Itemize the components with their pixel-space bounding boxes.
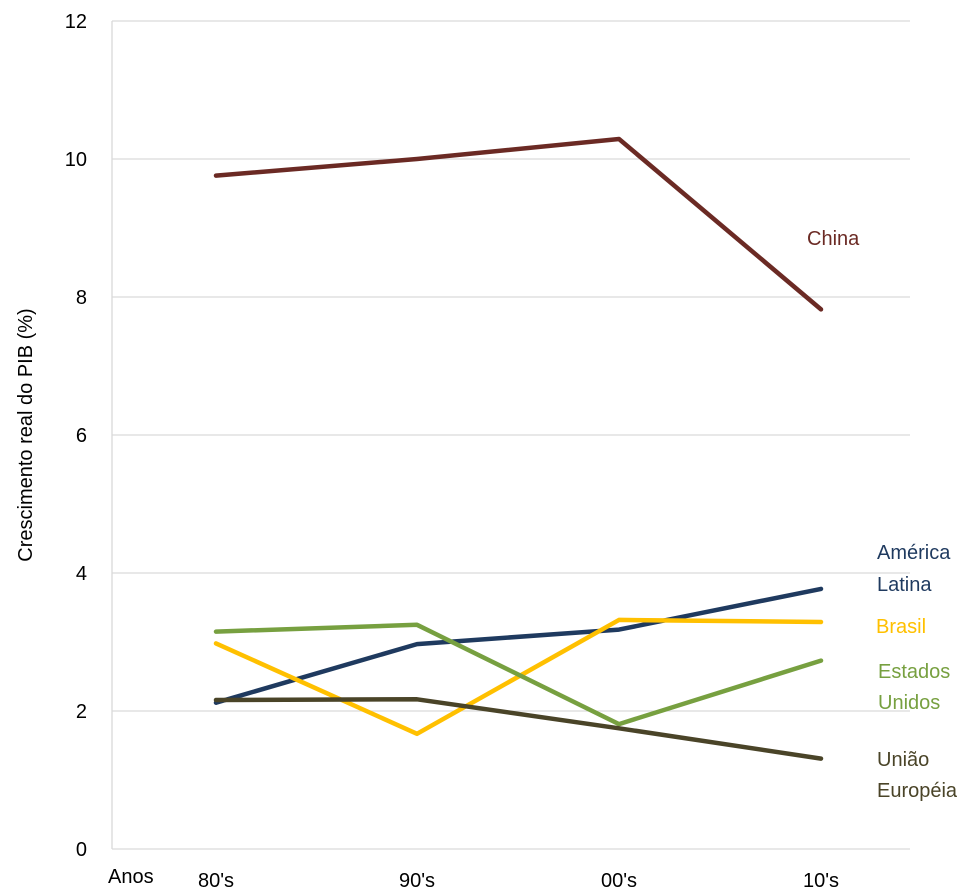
x-tick-label: 10's bbox=[803, 870, 839, 892]
series-line-uni-o-europ-ia bbox=[213, 697, 824, 761]
series-line-am-rica-latina bbox=[213, 586, 824, 705]
y-tick-label: 8 bbox=[76, 287, 87, 309]
series-label-line: América bbox=[877, 542, 951, 564]
x-tick-label: 80's bbox=[198, 870, 234, 892]
series-label: União Européia bbox=[877, 749, 958, 802]
y-tick-label: 12 bbox=[65, 11, 87, 33]
y-tick-label: 0 bbox=[76, 839, 87, 861]
y-tick-label: 2 bbox=[76, 701, 87, 723]
y-axis-ticks: 0 2 4 6 8 10 12 bbox=[65, 11, 87, 861]
series-label-line: Européia bbox=[877, 780, 958, 802]
series-labels: China América Latina Brasil Estados Unidos Uni… bbox=[807, 228, 958, 802]
series-label: Estados Unidos bbox=[878, 661, 950, 714]
gridlines bbox=[112, 20, 910, 850]
y-axis-title: Crescimento real do PIB (%) bbox=[15, 308, 37, 561]
series-line-china bbox=[213, 136, 824, 312]
y-tick-label: 4 bbox=[76, 563, 87, 585]
series-label-line: Latina bbox=[877, 574, 932, 596]
series-label: América Latina bbox=[877, 542, 951, 596]
y-tick-label: 6 bbox=[76, 425, 87, 447]
series-label: Brasil bbox=[876, 616, 926, 638]
series-line-estados-unidos bbox=[213, 622, 824, 727]
x-axis-title: Anos bbox=[108, 866, 154, 888]
series-label: China bbox=[807, 228, 860, 250]
series-label-line: Estados bbox=[878, 661, 950, 683]
x-axis-ticks: 80's 90's 00's 10's bbox=[198, 870, 839, 892]
x-tick-label: 90's bbox=[399, 870, 435, 892]
x-tick-label: 00's bbox=[601, 870, 637, 892]
series-label-line: União bbox=[877, 749, 929, 771]
series-lines bbox=[213, 136, 824, 761]
y-tick-label: 10 bbox=[65, 149, 87, 171]
series-label-line: Unidos bbox=[878, 692, 940, 714]
